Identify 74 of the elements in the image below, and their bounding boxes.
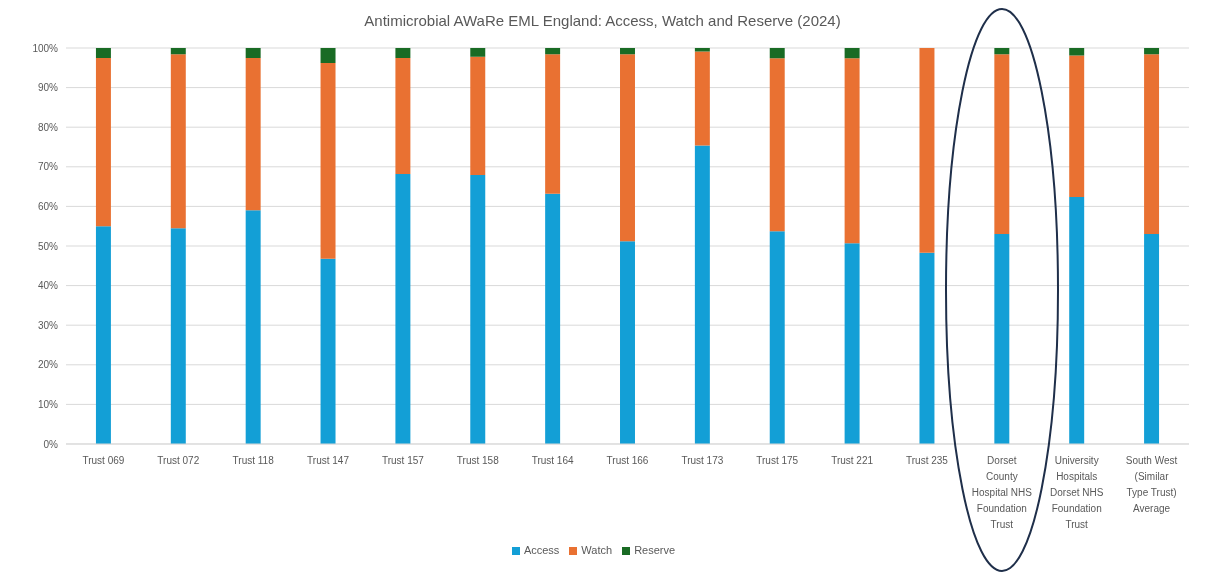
x-tick-label: Trust 147 xyxy=(307,455,350,466)
bar xyxy=(694,48,710,52)
y-tick-label: 100% xyxy=(32,42,59,54)
bar xyxy=(1144,234,1160,444)
bar xyxy=(1069,48,1085,56)
x-tick-label: Trust 166 xyxy=(606,455,649,466)
bar xyxy=(844,243,860,444)
bar xyxy=(320,63,336,259)
bar xyxy=(620,54,635,242)
bar xyxy=(994,234,1010,444)
bar xyxy=(170,48,186,55)
bar xyxy=(245,210,261,444)
bar xyxy=(620,48,635,55)
x-tick-label: Trust 221 xyxy=(831,455,874,466)
bar xyxy=(694,51,710,146)
bar xyxy=(994,54,1010,235)
x-tick-label: Trust 173 xyxy=(681,455,724,466)
bar xyxy=(620,241,635,444)
bar xyxy=(994,48,1010,55)
bar xyxy=(470,56,486,176)
bar xyxy=(769,48,785,59)
bar xyxy=(844,58,860,244)
bar xyxy=(694,145,710,444)
bar xyxy=(1144,54,1160,235)
y-tick-label: 80% xyxy=(37,121,59,133)
y-tick-label: 70% xyxy=(37,161,59,173)
x-tick-label: Trust 235 xyxy=(906,455,949,466)
x-tick-label: Trust 118 xyxy=(232,455,275,466)
bar xyxy=(170,54,186,229)
y-tick-label: 10% xyxy=(37,398,59,410)
x-tick-label: Dorset County Hospital NHS Foundation Trust xyxy=(971,455,1033,530)
bar xyxy=(1144,48,1160,55)
bar xyxy=(769,58,785,232)
x-tick-label: Trust 158 xyxy=(456,455,500,466)
y-tick-label: 20% xyxy=(37,359,59,371)
bar xyxy=(395,173,411,444)
bar xyxy=(245,57,261,211)
bar xyxy=(170,228,186,444)
legend-label: Access xyxy=(523,544,560,556)
bar xyxy=(395,57,411,174)
bar xyxy=(320,48,336,64)
bar xyxy=(245,48,261,58)
bar xyxy=(545,193,561,444)
y-tick-label: 30% xyxy=(37,319,59,331)
bar xyxy=(545,48,561,55)
x-tick-label: Trust 164 xyxy=(531,455,574,466)
x-tick-label: Trust 175 xyxy=(756,455,799,466)
x-tick-label: South West (Similar Type Trust) Average xyxy=(1125,455,1178,514)
bar xyxy=(919,252,935,444)
bar xyxy=(1069,55,1085,197)
bar xyxy=(95,57,111,227)
x-tick-label: Trust 157 xyxy=(381,455,425,466)
y-tick-label: 50% xyxy=(37,240,59,252)
y-tick-label: 40% xyxy=(37,280,59,292)
bar xyxy=(545,54,561,194)
bar xyxy=(395,48,411,58)
bar xyxy=(470,175,486,444)
x-tick-label: University Hospitals Dorset NHS Foundation Trust xyxy=(1050,455,1104,530)
bar xyxy=(919,48,935,253)
bar xyxy=(1069,196,1085,444)
bar xyxy=(95,226,111,444)
bar xyxy=(95,48,111,58)
bar xyxy=(769,231,785,444)
y-tick-label: 60% xyxy=(37,200,59,212)
y-tick-label: 90% xyxy=(37,82,59,94)
legend-label: Watch xyxy=(581,544,613,556)
bar xyxy=(470,48,486,57)
x-tick-label: Trust 069 xyxy=(82,455,125,466)
bar xyxy=(844,48,860,59)
bar xyxy=(320,258,336,444)
legend-label: Reserve xyxy=(634,544,676,556)
x-tick-label: Trust 072 xyxy=(157,455,200,466)
chart-title: Antimicrobial AWaRe EML England: Access, Watch and Reserve (2024) xyxy=(363,12,842,29)
y-tick-label: 0% xyxy=(43,438,59,450)
